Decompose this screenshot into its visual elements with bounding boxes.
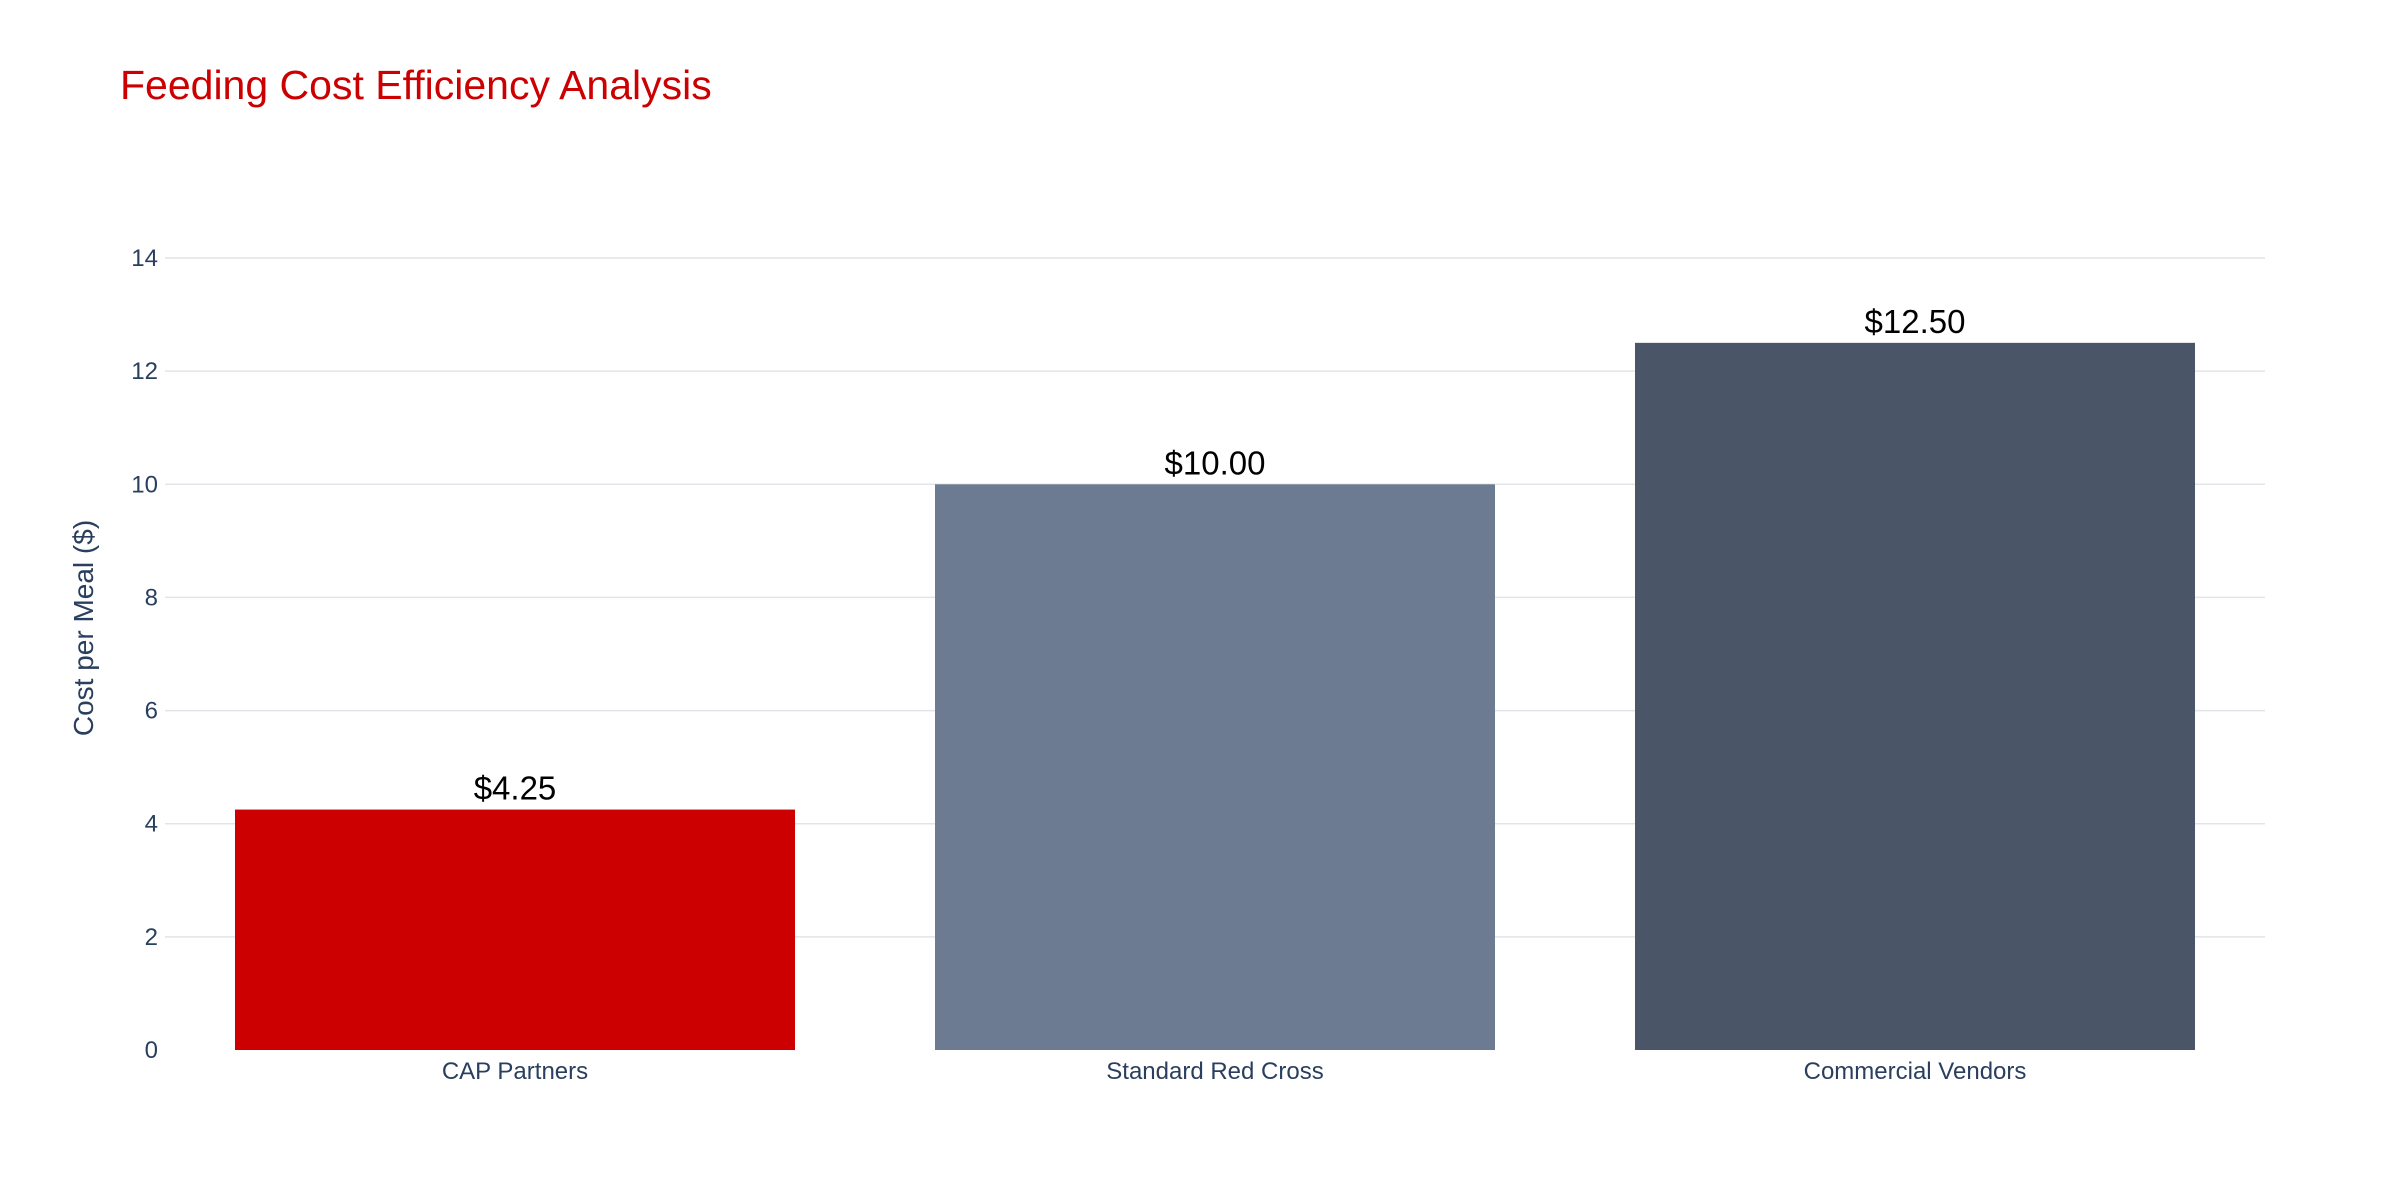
- x-axis-ticks: CAP Partners Standard Red Cross Commercial…: [442, 1058, 2027, 1085]
- y-tick-label: 10: [131, 471, 158, 498]
- y-tick-label: 6: [145, 698, 158, 725]
- x-tick-label: Standard Red Cross: [1106, 1058, 1323, 1085]
- data-label: $4.25: [474, 770, 557, 807]
- x-tick-label: Commercial Vendors: [1804, 1058, 2027, 1085]
- y-axis-ticks: 0 2 4 6 8 10 12 14: [131, 245, 158, 1064]
- chart-title: Feeding Cost Efficiency Analysis: [120, 62, 712, 108]
- bar-standard-red-cross: [935, 484, 1495, 1050]
- y-tick-label: 8: [145, 584, 158, 611]
- data-label: $12.50: [1865, 303, 1966, 340]
- y-tick-label: 2: [145, 924, 158, 951]
- bars: [235, 342, 2195, 1050]
- y-tick-label: 4: [145, 811, 158, 838]
- y-tick-label: 12: [131, 358, 158, 385]
- data-label: $10.00: [1165, 444, 1266, 481]
- y-tick-label: 0: [145, 1037, 158, 1064]
- data-labels: $4.25 $10.00 $12.50: [474, 303, 1966, 807]
- x-tick-label: CAP Partners: [442, 1058, 588, 1085]
- y-axis-title: Cost per Meal ($): [68, 520, 99, 736]
- bar-cap-partners: [235, 809, 795, 1050]
- bar-commercial-vendors: [1635, 342, 2195, 1050]
- y-tick-label: 14: [131, 245, 158, 272]
